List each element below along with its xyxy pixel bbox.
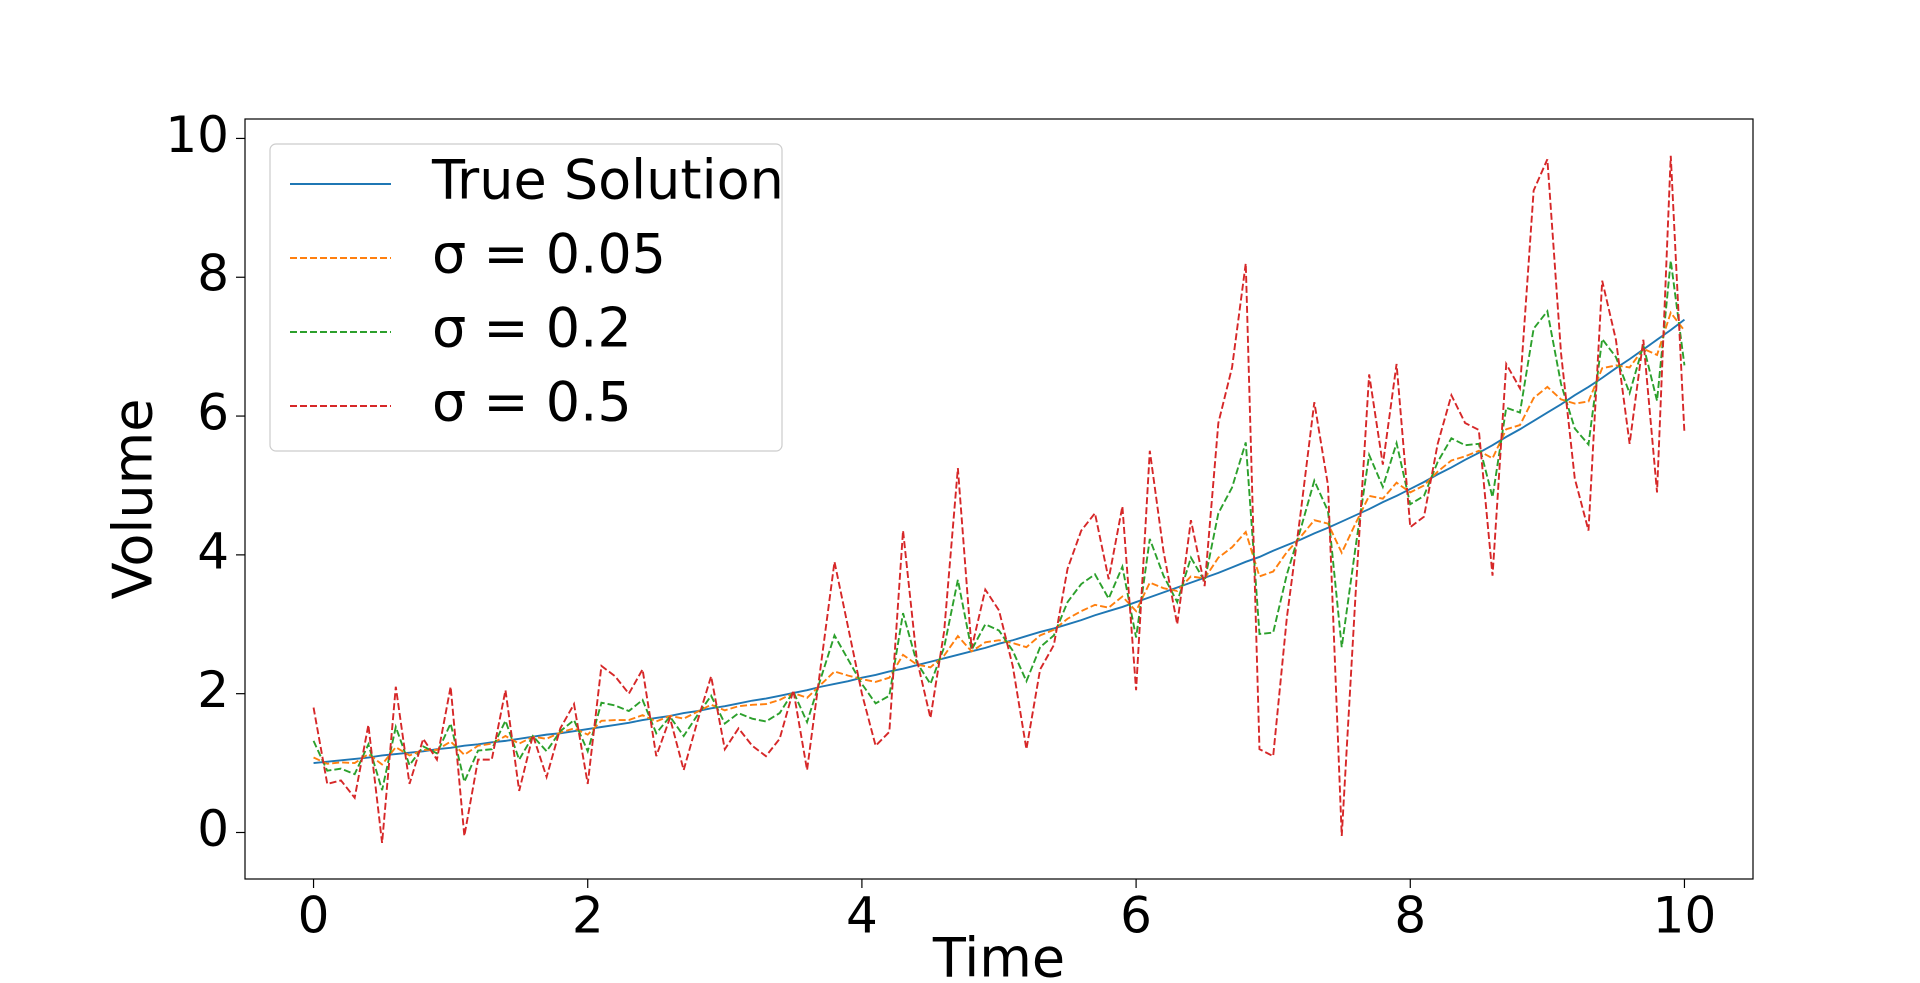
x-tick-label: 6 (1120, 887, 1152, 945)
series-line (313, 310, 1686, 766)
y-tick-label: 10 (165, 106, 229, 164)
y-axis-label: Volume (102, 399, 165, 600)
series-line (312, 155, 1686, 844)
y-tick-label: 8 (197, 245, 229, 303)
x-axis-label: Time (932, 927, 1065, 983)
x-tick-label: 10 (1653, 887, 1717, 945)
legend-label: σ = 0.5 (432, 371, 632, 434)
series-line (313, 318, 1686, 765)
x-tick-label: 0 (298, 887, 330, 945)
legend-label: σ = 0.05 (432, 223, 666, 286)
legend-box (269, 143, 783, 452)
series-line (312, 260, 1686, 791)
y-tick-label: 6 (197, 384, 229, 442)
plot-frame (244, 118, 1754, 880)
y-tick-label: 4 (197, 522, 229, 580)
y-tick-label: 0 (197, 800, 229, 858)
y-tick-label: 2 (197, 661, 229, 719)
legend: True Solution σ = 0.05 σ = 0.2 σ = 0.5 (269, 143, 784, 452)
legend-label: True Solution (431, 149, 784, 212)
legend-label: σ = 0.2 (432, 297, 632, 360)
x-tick-label: 4 (846, 887, 878, 945)
x-tick-label: 8 (1394, 887, 1426, 945)
x-tick-label: 2 (572, 887, 604, 945)
